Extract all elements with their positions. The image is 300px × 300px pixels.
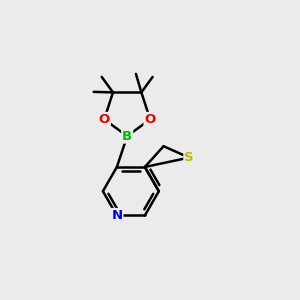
- Text: N: N: [111, 209, 122, 222]
- Text: S: S: [184, 151, 194, 164]
- Text: O: O: [99, 113, 110, 126]
- Text: B: B: [122, 130, 132, 142]
- Text: O: O: [145, 113, 156, 126]
